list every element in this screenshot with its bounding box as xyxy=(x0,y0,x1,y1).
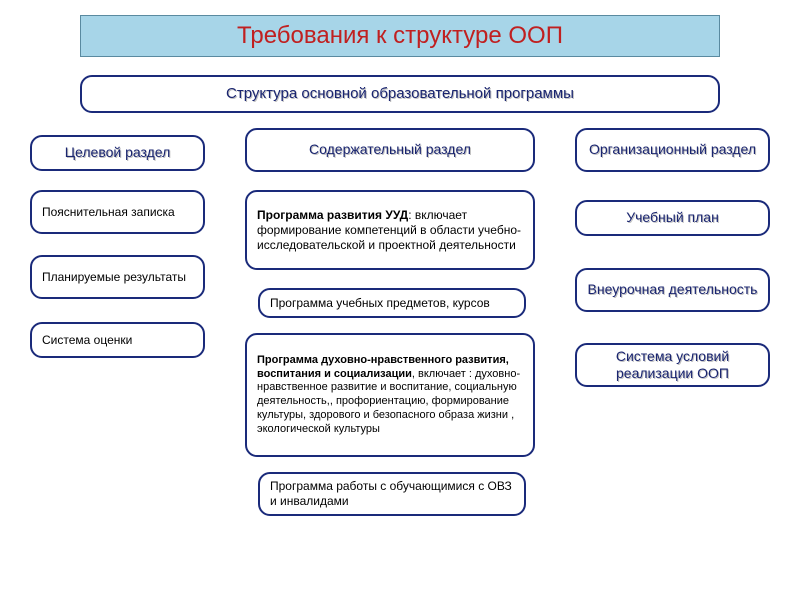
col3-item-2-text: Внеурочная деятельность xyxy=(588,281,758,299)
col3-item-3: Система условий реализации ООП xyxy=(575,343,770,387)
slide-title: Требования к структуре ООП xyxy=(80,15,720,57)
col2-item-4: Программа работы с обучающимися с ОВЗ и … xyxy=(258,472,526,516)
col2-item-2: Программа учебных предметов, курсов xyxy=(258,288,526,318)
slide-title-text: Требования к структуре ООП xyxy=(237,22,563,50)
col3-item-1: Учебный план xyxy=(575,200,770,236)
col3-header-text: Организационный раздел xyxy=(589,141,756,159)
col2-item-1: Программа развития УУД: включает формиро… xyxy=(245,190,535,270)
col1-item-3: Система оценки xyxy=(30,322,205,358)
col3-header: Организационный раздел xyxy=(575,128,770,172)
col3-item-3-text: Система условий реализации ООП xyxy=(587,348,758,383)
col1-item-1-text: Пояснительная записка xyxy=(42,205,175,220)
subtitle-text: Структура основной образовательной прогр… xyxy=(226,85,574,104)
col2-item-2-text: Программа учебных предметов, курсов xyxy=(270,296,490,311)
col1-header: Целевой раздел xyxy=(30,135,205,171)
col3-item-2: Внеурочная деятельность xyxy=(575,268,770,312)
col1-item-1: Пояснительная записка xyxy=(30,190,205,234)
col2-item-4-text: Программа работы с обучающимися с ОВЗ и … xyxy=(270,479,514,509)
subtitle-box: Структура основной образовательной прогр… xyxy=(80,75,720,113)
col2-item-3-text: Программа духовно-нравственного развития… xyxy=(257,354,523,437)
col1-item-3-text: Система оценки xyxy=(42,333,132,348)
col2-item-3: Программа духовно-нравственного развития… xyxy=(245,333,535,457)
col3-item-1-text: Учебный план xyxy=(626,209,719,227)
col1-item-2: Планируемые результаты xyxy=(30,255,205,299)
col2-item-1-text: Программа развития УУД: включает формиро… xyxy=(257,208,523,253)
col2-header-text: Содержательный раздел xyxy=(309,141,471,159)
col1-item-2-text: Планируемые результаты xyxy=(42,270,186,285)
col1-header-text: Целевой раздел xyxy=(65,144,171,162)
col2-header: Содержательный раздел xyxy=(245,128,535,172)
